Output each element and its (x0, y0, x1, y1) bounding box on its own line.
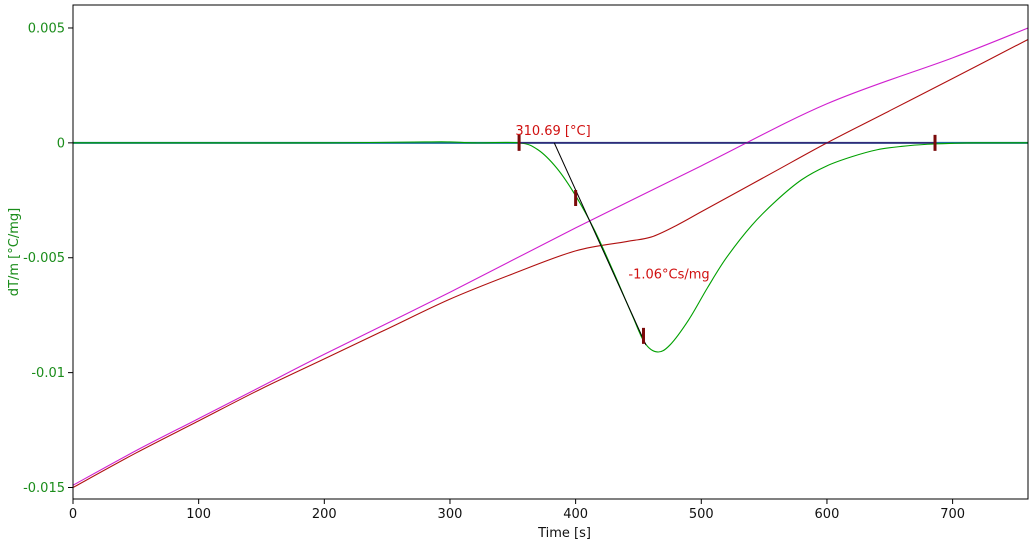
x-axis-label: Time [s] (537, 526, 591, 541)
tangent-line (553, 142, 647, 346)
x-tick-label-0: 0 (69, 507, 77, 522)
x-tick-label-5: 500 (689, 507, 714, 522)
series-line-temperature (73, 38, 1028, 488)
marker-2 (641, 327, 645, 344)
annotation-1: -1.06°Cs/mg (628, 267, 709, 282)
plot-area (73, 27, 1028, 488)
y-tick-label-4: -0.015 (23, 481, 65, 496)
series-line-dtm (73, 141, 1028, 353)
annotation-0: 310.69 [°C] (515, 124, 590, 139)
y-tick-label-3: -0.01 (31, 366, 65, 381)
x-tick-label-2: 200 (312, 507, 337, 522)
y-axis-label: dT/m [°C/mg] (7, 208, 22, 296)
x-tick-label-6: 600 (815, 507, 840, 522)
plot-frame (72, 4, 1029, 500)
x-tick-label-3: 300 (438, 507, 463, 522)
y-tick-label-0: 0.005 (28, 21, 65, 36)
y-tick-label-2: -0.005 (23, 251, 65, 266)
marker-0 (517, 134, 521, 151)
series-line-program (73, 27, 1028, 486)
x-tick-label-4: 400 (563, 507, 588, 522)
axes: 0 100 200 300 400 500 600 700 0.005 0 -0.005 -0.01 -… (7, 4, 1029, 541)
marker-1 (574, 190, 578, 207)
x-tick-label-1: 100 (186, 507, 211, 522)
y-tick-label-1: 0 (57, 136, 65, 151)
x-tick-label-7: 700 (940, 507, 965, 522)
marker-3 (933, 134, 937, 151)
annotations: 310.69 [°C] -1.06°Cs/mg (515, 124, 709, 283)
